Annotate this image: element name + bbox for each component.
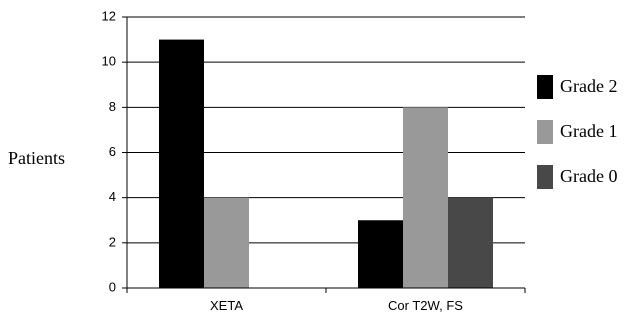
legend-swatch-grade-0 [537,165,553,189]
y-tick-label: 4 [109,189,116,204]
bar-grade-0-2 [448,197,493,288]
legend-label: Grade 1 [560,121,617,141]
y-tick-labels: 0 2 4 6 8 10 12 [102,8,127,294]
x-tick-labels: XETA Cor T2W, FS [126,288,526,313]
bar-grade-2-1 [159,39,204,289]
y-tick-label: 12 [102,8,116,23]
y-tick-label: 10 [102,54,116,69]
y-axis-label: Patients [8,148,65,168]
bar-grade-1-1 [204,197,249,288]
legend: Grade 2 Grade 1 Grade 0 [537,75,617,189]
y-tick-label: 8 [109,99,116,114]
y-tick-label: 0 [109,279,116,294]
y-tick-label: 6 [109,144,116,159]
x-tick-label: Cor T2W, FS [388,298,463,313]
legend-label: Grade 2 [560,76,617,96]
bars [159,39,493,289]
bar-grade-2-2 [358,220,403,288]
bar-grade-1-2 [403,107,448,288]
y-tick-label: 2 [109,234,116,249]
x-tick-label: XETA [210,298,243,313]
legend-swatch-grade-2 [537,75,553,99]
legend-label: Grade 0 [560,166,617,186]
legend-swatch-grade-1 [537,120,553,144]
